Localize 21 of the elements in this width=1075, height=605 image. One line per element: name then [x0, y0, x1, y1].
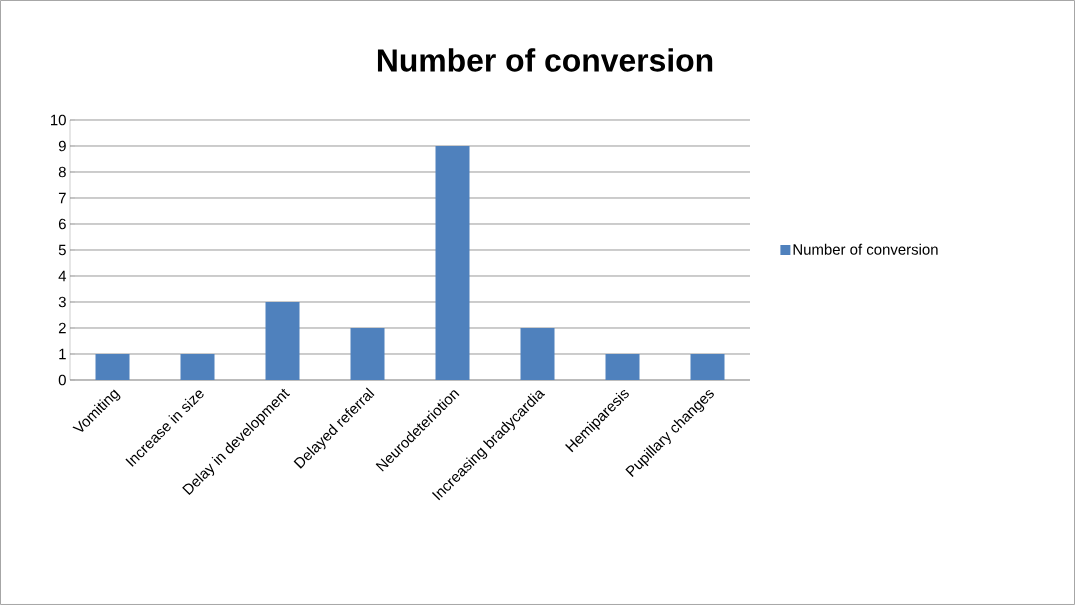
y-tick-label: 5: [58, 244, 66, 256]
y-tick-label: 6: [58, 218, 66, 230]
y-tick-label: 2: [58, 322, 66, 334]
y-tick-label: 8: [58, 166, 66, 178]
legend-label: Number of conversion: [793, 243, 938, 255]
y-tick-label: 7: [58, 192, 66, 204]
y-tick-label: 1: [59, 348, 66, 360]
y-tick-label: 0: [58, 374, 66, 386]
y-tick-label: 3: [58, 296, 66, 308]
bar: [350, 327, 385, 380]
y-tick-label: 10: [51, 114, 66, 126]
bar: [265, 301, 300, 380]
y-tick-label: 4: [58, 270, 67, 282]
bar: [95, 353, 130, 380]
bar: [180, 353, 215, 380]
bar: [605, 353, 640, 380]
y-tick-label: 9: [58, 140, 66, 152]
bar: [690, 353, 725, 380]
chart-title: Number of conversion: [377, 48, 713, 72]
bar: [520, 327, 555, 380]
bar: [435, 145, 470, 380]
